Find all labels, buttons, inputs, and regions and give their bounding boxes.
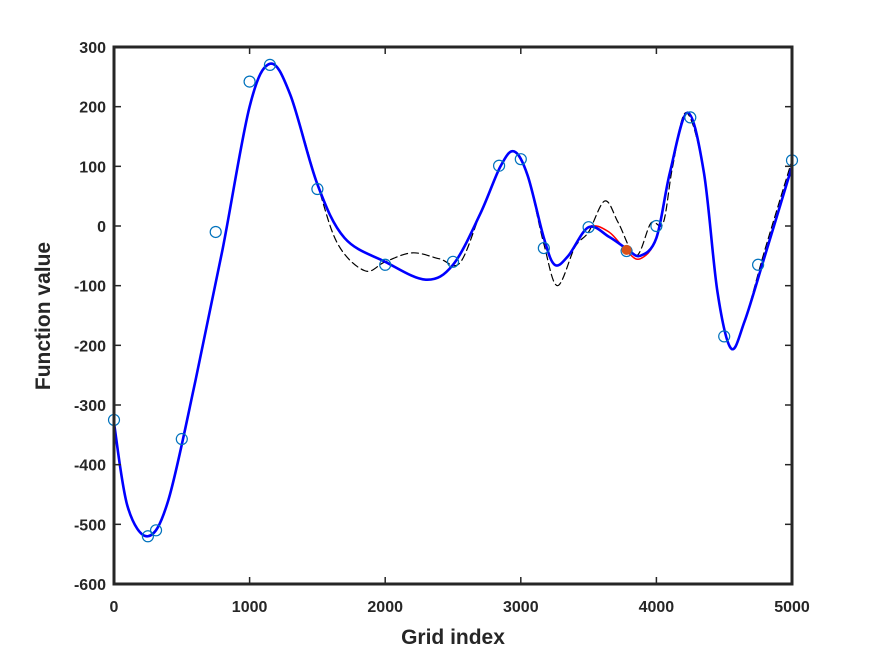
data-point-marker: [209, 225, 222, 239]
highlight-point: [621, 244, 632, 255]
y-tick-label: 200: [79, 100, 106, 117]
axes-box: [112, 45, 794, 586]
data-point-marker: [514, 153, 527, 166]
data-point-marker: [311, 182, 324, 196]
data-point-marker: [684, 111, 697, 124]
data-point-marker: [175, 432, 188, 446]
y-tick-label: -300: [74, 398, 106, 415]
x-tick-label: 1000: [232, 599, 268, 616]
data-point-marker: [582, 221, 595, 234]
x-axis-title: Grid index: [401, 626, 505, 649]
data-point-marker: [537, 241, 550, 255]
data-point-marker: [493, 159, 506, 172]
data-point-marker: [751, 258, 765, 271]
data-point-marker: [263, 58, 277, 72]
x-tick-label: 2000: [367, 599, 403, 616]
y-tick-label: -100: [74, 279, 106, 296]
data-point-marker: [379, 258, 392, 271]
y-tick-label: -200: [74, 338, 106, 355]
series-group: [114, 62, 792, 538]
y-tick-label: -400: [74, 458, 106, 475]
axes: 0 1000 2000 3000 4000 5000-600-500-400-300-20…: [74, 40, 810, 616]
data-point-marker: [718, 330, 731, 343]
y-tick-label: -600: [74, 577, 106, 594]
y-tick-label: 300: [79, 40, 106, 57]
data-point-marker: [243, 75, 256, 88]
data-point-marker: [650, 219, 663, 233]
x-tick-label: 5000: [774, 599, 810, 616]
data-point-marker: [149, 524, 163, 537]
x-tick-label: 0: [110, 599, 119, 616]
plot-area: [107, 58, 799, 543]
y-axis-title: Function value: [32, 242, 55, 390]
y-tick-label: -500: [74, 517, 106, 534]
x-tick-label: 4000: [639, 599, 675, 616]
series-line-blue: [114, 62, 792, 538]
x-tick-label: 3000: [503, 599, 539, 616]
data-point-marker: [446, 255, 460, 268]
y-tick-label: 0: [97, 219, 106, 236]
data-point-marker: [141, 530, 154, 543]
y-tick-label: 100: [79, 159, 106, 176]
